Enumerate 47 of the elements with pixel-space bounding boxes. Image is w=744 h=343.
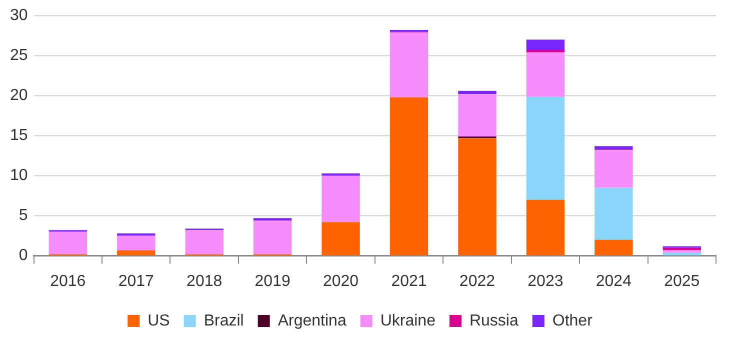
bar: [526, 40, 565, 50]
x-tick-label: 2023: [528, 272, 564, 290]
bar: [594, 188, 633, 240]
bar: [458, 138, 496, 256]
y-tick-label: 20: [10, 87, 28, 104]
bar: [458, 94, 496, 136]
x-tick-label: 2019: [254, 272, 290, 290]
bar: [48, 232, 88, 254]
bar: [526, 96, 565, 200]
bar: [662, 250, 701, 253]
legend-label: Argentina: [278, 312, 346, 330]
bar: [253, 220, 292, 254]
bar: [662, 252, 701, 256]
bar: [253, 218, 292, 221]
x-tick-label: 2024: [596, 272, 632, 290]
bar: [322, 176, 360, 222]
bar: [390, 97, 428, 256]
bar: [594, 150, 633, 188]
y-tick-label: 5: [18, 207, 28, 224]
bar: [117, 236, 156, 250]
y-tick-label: 0: [18, 247, 28, 264]
x-tick-label: 2016: [50, 272, 86, 290]
bar: [526, 200, 565, 256]
bar: [526, 52, 565, 96]
legend-label: Ukraine: [380, 312, 436, 330]
x-tick-label: 2021: [391, 272, 427, 290]
y-tick-label: 30: [10, 7, 28, 24]
legend-label: Brazil: [204, 312, 244, 330]
bar: [390, 32, 428, 98]
legend-label: Other: [552, 312, 594, 330]
x-tick-label: 2017: [118, 272, 154, 290]
x-tick-label: 2018: [186, 272, 222, 290]
x-tick-label: 2020: [322, 272, 359, 290]
y-tick-label: 25: [10, 47, 28, 64]
x-tick-label: 2022: [459, 272, 496, 290]
bar: [594, 240, 633, 256]
bar: [185, 230, 224, 254]
bar: [458, 90, 496, 94]
bar: [117, 233, 156, 236]
legend-label: Russia: [469, 312, 518, 330]
y-tick-label: 10: [10, 167, 28, 184]
bar: [117, 250, 156, 256]
x-tick-label: 2025: [664, 272, 700, 290]
y-tick-label: 15: [10, 127, 28, 144]
bar: [594, 146, 633, 150]
bar: [322, 222, 360, 256]
legend-label: US: [148, 312, 170, 330]
